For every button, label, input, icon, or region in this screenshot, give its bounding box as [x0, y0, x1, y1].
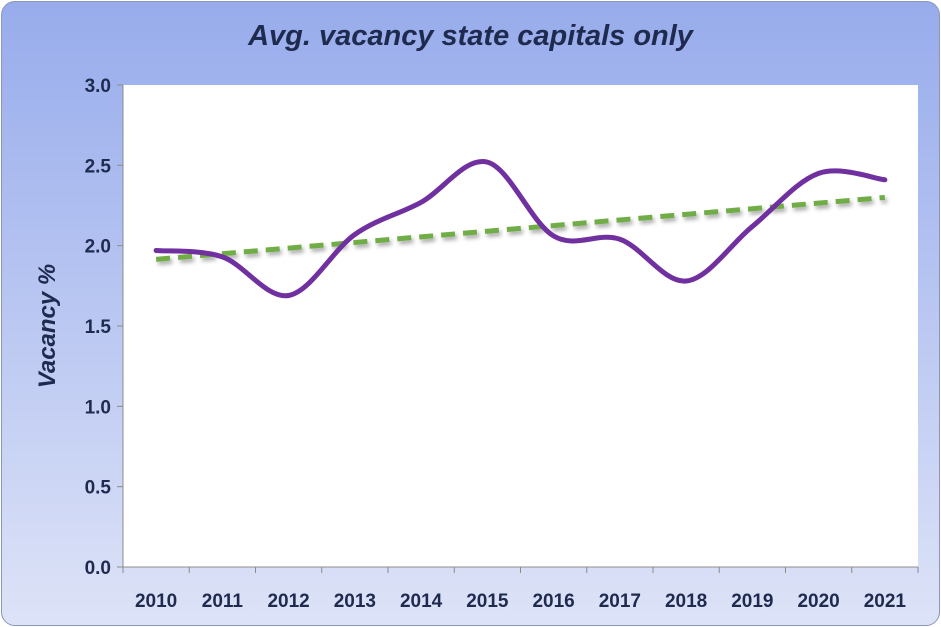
x-tick-label: 2016 — [532, 591, 574, 612]
y-tick-label: 0.0 — [85, 558, 111, 579]
y-tick-label: 2.0 — [85, 237, 111, 258]
plot-area — [123, 85, 918, 567]
y-tick-label: 1.0 — [85, 397, 111, 418]
x-tick-label: 2014 — [400, 591, 443, 612]
x-tick-label: 2010 — [135, 591, 177, 612]
y-axis-label: Vacancy % — [34, 264, 61, 389]
y-tick-label: 0.5 — [85, 478, 112, 499]
x-tick-label: 2017 — [599, 591, 641, 612]
x-tick-label: 2015 — [466, 591, 509, 612]
x-tick-label: 2013 — [334, 591, 376, 612]
x-tick-label: 2021 — [864, 591, 907, 612]
x-tick-label: 2012 — [267, 591, 309, 612]
chart-title: Avg. vacancy state capitals only — [248, 20, 693, 52]
x-tick-label: 2019 — [731, 591, 773, 612]
y-tick-label: 3.0 — [85, 76, 111, 97]
x-tick-label: 2020 — [797, 591, 839, 612]
y-tick-label: 1.5 — [85, 317, 112, 338]
x-tick-label: 2018 — [665, 591, 707, 612]
y-tick-label: 2.5 — [85, 156, 112, 177]
vacancy-series-line — [153, 159, 888, 299]
x-tick-label: 2011 — [202, 591, 244, 612]
trend-line — [155, 194, 886, 262]
